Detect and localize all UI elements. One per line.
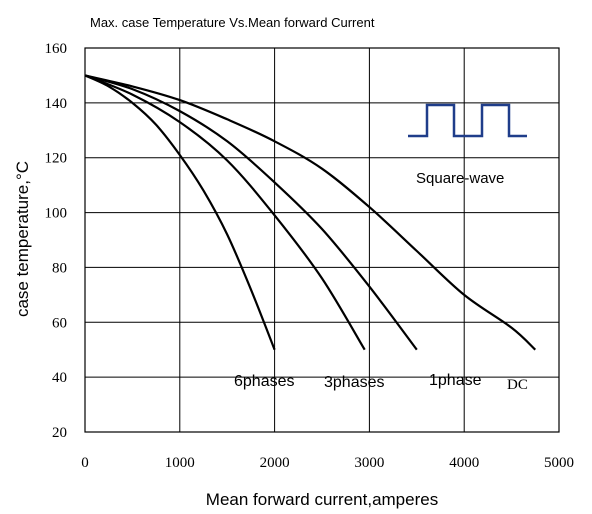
y-tick-label-5: 120 [45,151,68,167]
square-wave-icon [408,103,527,138]
y-tick-label-0: 20 [52,425,67,441]
y-tick-label-3: 80 [52,260,67,276]
series-line-6phases [84,74,276,351]
series-lines [84,74,537,351]
x-tick-labels: 0 1000 2000 3000 4000 5000 [81,455,574,471]
plot-border [84,47,560,433]
x-tick-label-5: 5000 [544,455,574,471]
series-line-3phases [84,74,366,351]
plot-frame [84,47,560,433]
inset-label: Square-wave [416,170,504,187]
series-label-1phase: 1phase [429,372,482,389]
series-label-6phases: 6phases [234,373,295,390]
series-line-dc [84,74,537,351]
y-tick-label-6: 140 [45,96,68,112]
square-wave-inset: Square-wave [408,103,527,187]
y-axis-label: case temperature,°C [13,161,32,317]
series-label-3phases: 3phases [324,374,385,391]
y-tick-label-4: 100 [45,206,68,222]
x-tick-label-4: 4000 [449,455,479,471]
y-tick-label-7: 160 [45,41,68,57]
y-tick-labels: 20 40 60 80 100 120 140 160 [45,41,68,441]
series-line-1phase [84,74,418,351]
series-labels: 6phases 3phases 1phase DC [234,372,528,393]
x-tick-label-0: 0 [81,455,89,471]
chart-title: Max. case Temperature Vs.Mean forward Cu… [90,15,375,30]
x-tick-label-3: 3000 [354,455,384,471]
y-tick-label-2: 60 [52,315,67,331]
x-tick-label-1: 1000 [165,455,195,471]
series-label-dc: DC [507,377,528,393]
y-tick-label-1: 40 [52,370,67,386]
x-tick-label-2: 2000 [260,455,290,471]
x-axis-label: Mean forward current,amperes [206,490,438,509]
